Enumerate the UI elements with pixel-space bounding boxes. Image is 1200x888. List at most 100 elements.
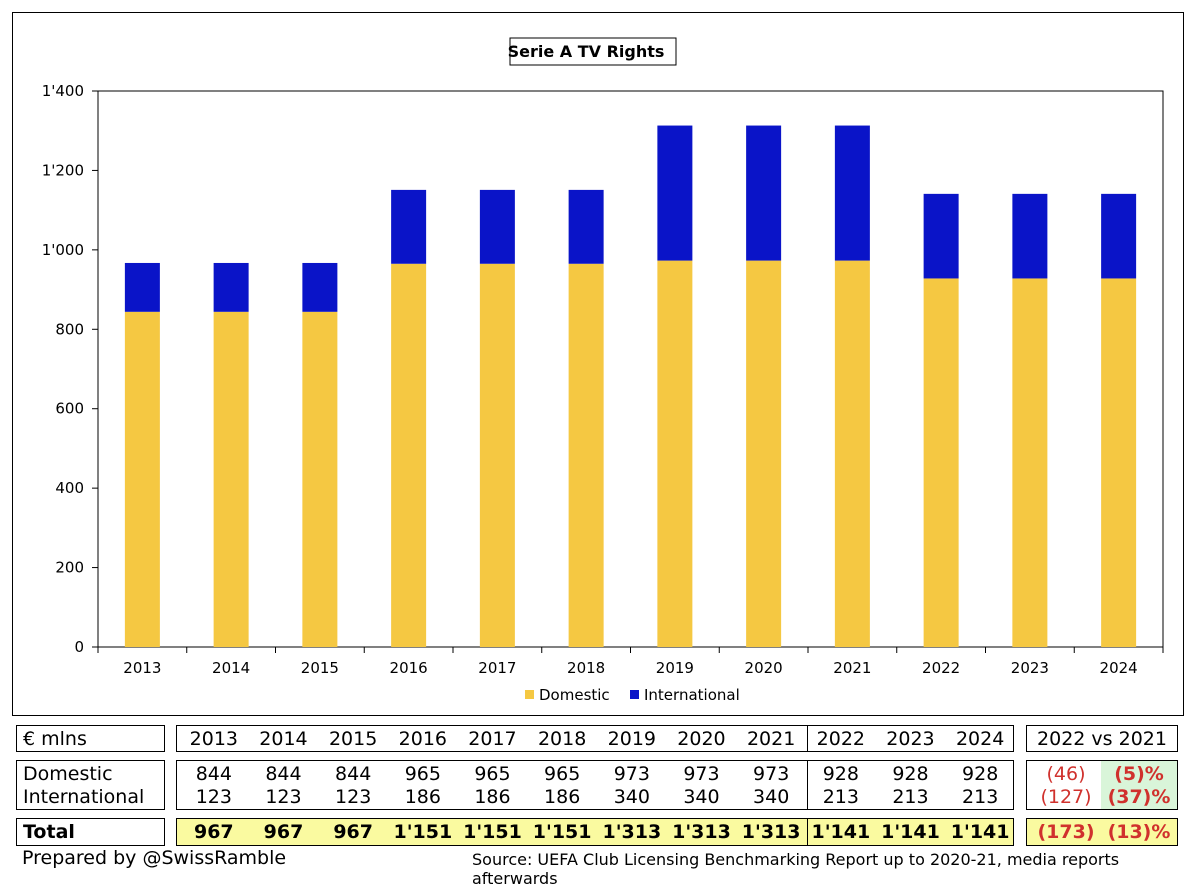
- total-value-2023: 1'141: [881, 821, 940, 843]
- domestic-value-2022: 928: [822, 763, 859, 785]
- bar-international-2023: [1012, 193, 1048, 279]
- season-divider: [807, 819, 808, 845]
- legend-label-international: International: [644, 686, 740, 704]
- bar-international-2013: [124, 262, 160, 312]
- year-header-2018: 2018: [537, 728, 587, 750]
- domestic-value-2017: 965: [474, 763, 511, 785]
- stacked-bar-chart: Serie A TV Rights 0 200 400 600 800 1'000 1'200…: [42, 37, 1164, 704]
- years-header-box: 2013 2014 2015 2016 2017 2018 2019 2020 2021 2022…: [176, 725, 1014, 752]
- domestic-value-2019: 973: [613, 763, 650, 785]
- x-tick-label: 2013: [123, 659, 161, 677]
- total-label: Total: [23, 821, 75, 843]
- row-labels-box: Domestic International: [16, 760, 165, 810]
- bar-domestic-2013: [124, 311, 160, 647]
- bar-international-2015: [302, 262, 338, 312]
- y-tick-label: 1'400: [42, 82, 84, 100]
- row-label-domestic: Domestic: [23, 763, 113, 785]
- bar-domestic-2023: [1012, 278, 1048, 647]
- change-box: (46) (5)% (127) (37)%: [1026, 760, 1178, 810]
- international-value-2021: 340: [753, 786, 790, 808]
- bar-international-2024: [1101, 193, 1137, 279]
- total-value-2019: 1'313: [602, 821, 662, 843]
- legend-swatch-domestic: [525, 690, 534, 699]
- unit-label-box: € mlns: [16, 725, 165, 752]
- domestic-value-2018: 965: [544, 763, 581, 785]
- total-value-2014: 967: [263, 821, 304, 843]
- international-value-2018: 186: [544, 786, 581, 808]
- domestic-value-2024: 928: [962, 763, 999, 785]
- bar-international-2022: [923, 193, 959, 279]
- year-header-2021: 2021: [746, 728, 796, 750]
- bar-domestic-2024: [1101, 278, 1137, 647]
- x-tick-label: 2020: [745, 659, 783, 677]
- values-box: 844 844 844 965 965 965 973 973 973 928 928 928 123 1…: [176, 760, 1014, 810]
- international-value-2016: 186: [404, 786, 441, 808]
- change-pct-domestic: (5)%: [1114, 763, 1164, 785]
- footer-credit: Prepared by @SwissRamble: [22, 847, 287, 869]
- x-tick-label: 2023: [1011, 659, 1049, 677]
- bar-international-2017: [479, 189, 515, 264]
- x-tick-label: 2014: [212, 659, 250, 677]
- change-international: (127): [1040, 786, 1092, 808]
- row-label-international: International: [23, 786, 145, 808]
- x-tick-label: 2021: [833, 659, 871, 677]
- total-change: (173): [1037, 821, 1095, 843]
- year-header-2014: 2014: [259, 728, 308, 750]
- total-values-box: 967 967 967 1'151 1'151 1'151 1'313 1'313 1'313 1…: [176, 818, 1014, 846]
- total-change-box: (173) (13)%: [1026, 818, 1178, 846]
- y-tick-label: 1'000: [42, 241, 84, 259]
- total-label-box: Total: [16, 818, 165, 846]
- total-value-2021: 1'313: [741, 821, 801, 843]
- total-value-2022: 1'141: [811, 821, 871, 843]
- bar-domestic-2015: [302, 311, 338, 647]
- international-value-2015: 123: [335, 786, 372, 808]
- comparison-header-box: 2022 vs 2021: [1026, 725, 1178, 752]
- international-value-2020: 340: [683, 786, 720, 808]
- unit-label: € mlns: [23, 728, 87, 750]
- bar-international-2018: [568, 189, 604, 264]
- chart-title: Serie A TV Rights: [508, 42, 665, 61]
- season-divider: [807, 726, 808, 751]
- international-value-2023: 213: [892, 786, 929, 808]
- x-tick-label: 2016: [390, 659, 428, 677]
- year-header-2024: 2024: [955, 728, 1005, 750]
- total-value-2017: 1'151: [463, 821, 522, 843]
- y-tick-label: 800: [55, 320, 84, 338]
- footer-source: Source: UEFA Club Licensing Benchmarking…: [472, 850, 1120, 888]
- x-tick-label: 2017: [478, 659, 516, 677]
- international-value-2024: 213: [962, 786, 999, 808]
- y-tick-label: 600: [55, 400, 84, 418]
- legend-label-domestic: Domestic: [539, 686, 610, 704]
- international-value-2022: 213: [822, 786, 859, 808]
- total-value-2015: 967: [333, 821, 373, 843]
- total-value-2016: 1'151: [393, 821, 453, 843]
- y-tick-label: 1'200: [42, 161, 84, 179]
- domestic-value-2021: 973: [753, 763, 790, 785]
- total-value-2020: 1'313: [672, 821, 731, 843]
- bar-international-2019: [657, 125, 693, 261]
- total-value-2018: 1'151: [532, 821, 592, 843]
- plot-area: [97, 90, 1164, 648]
- year-header-2017: 2017: [468, 728, 517, 750]
- bar-domestic-2019: [657, 260, 693, 647]
- chart-title-border: [509, 37, 677, 66]
- x-tick-label: 2024: [1100, 659, 1138, 677]
- bar-domestic-2022: [923, 278, 959, 647]
- domestic-value-2013: 844: [195, 763, 232, 785]
- year-header-2015: 2015: [328, 728, 378, 750]
- international-value-2013: 123: [195, 786, 232, 808]
- change-pct-international: (37)%: [1107, 786, 1171, 808]
- season-divider: [807, 761, 808, 809]
- bar-international-2014: [213, 262, 249, 312]
- bar-international-2016: [391, 189, 427, 264]
- bar-domestic-2018: [568, 263, 604, 647]
- year-header-2013: 2013: [189, 728, 238, 750]
- domestic-value-2016: 965: [404, 763, 441, 785]
- y-tick-label: 0: [74, 638, 84, 656]
- international-value-2017: 186: [474, 786, 511, 808]
- bar-domestic-2017: [479, 263, 515, 647]
- year-header-2020: 2020: [677, 728, 726, 750]
- bar-domestic-2014: [213, 311, 249, 647]
- international-value-2019: 340: [613, 786, 650, 808]
- pct-highlight: [1101, 761, 1177, 809]
